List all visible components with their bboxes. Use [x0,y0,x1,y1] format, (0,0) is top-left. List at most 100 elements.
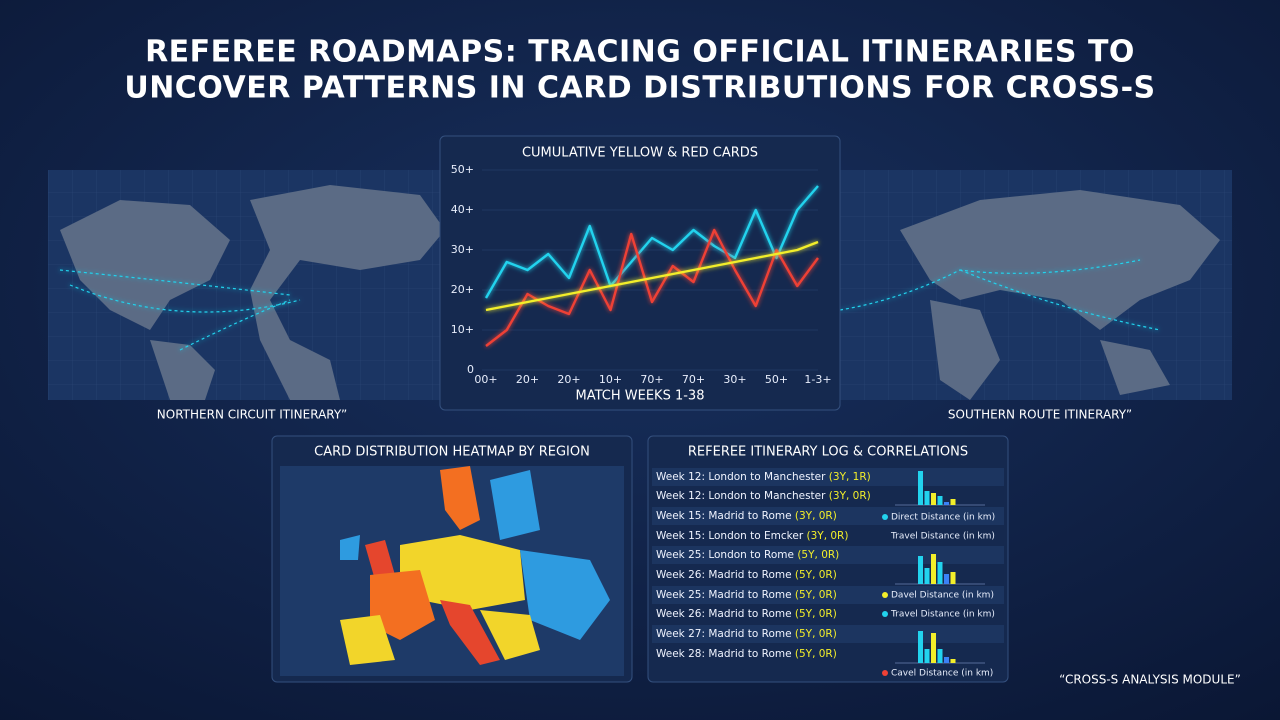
landmass [900,190,1220,330]
mini-bar [924,649,930,663]
series-line [484,185,819,299]
mini-bar [944,574,949,584]
mini-bar [950,572,956,584]
route: Week 26: Madrid to Rome [656,569,795,581]
row-band [652,625,1004,643]
series-line [485,228,819,347]
region [520,550,610,640]
route: Week 26: Madrid to Rome [656,608,795,620]
map-label: NORTHERN CIRCUIT ITINERARY” [157,408,347,422]
series-line [485,240,819,312]
heatmap-title: CARD DISTRIBUTION HEATMAP BY REGION [314,445,590,460]
mini-bar [918,556,923,584]
region [400,535,525,610]
mini-bar [950,499,956,505]
cards: (5Y, 0R) [795,569,837,581]
landmass [60,200,230,330]
legend-dot [882,592,888,598]
route [59,269,301,351]
log-row: Week 12: London to Manchester (3Y, 0R) [656,490,871,502]
route: Week 15: Madrid to Rome [656,510,795,522]
region [440,600,500,665]
region [480,610,540,660]
route [839,259,1161,331]
log-row: Week 27: Madrid to Rome (5Y, 0R) [656,628,837,640]
mini-bar [924,491,930,505]
map-label: SOUTHERN ROUTE ITINERARY” [948,408,1132,422]
region [340,615,395,665]
mini-bar [950,659,956,663]
log-row: Week 12: London to Manchester (3Y, 1R) [656,471,871,483]
cards: (3Y, 0R) [807,530,849,542]
x-tick-label: 20+ [516,373,539,386]
left-map [48,170,448,400]
log-row: Week 25: London to Rome (5Y, 0R) [656,549,839,561]
cards: (5Y, 0R) [795,608,837,620]
line-chart: 0 10+ 20+ 30+ 40+ 50+ 00+ 20+ 20+ 10+ 70+ 70+ 30+ 50+… [451,163,832,386]
route: Week 25: London to Rome [656,549,797,561]
x-tick-label: 10+ [599,373,622,386]
landmass [150,340,215,400]
log-row: Week 25: Madrid to Rome (5Y, 0R) [656,589,837,601]
region [370,570,435,640]
log-body: Week 12: London to Manchester (3Y, 1R)We… [652,468,1004,679]
chart-title: CUMULATIVE YELLOW & RED CARDS [522,146,758,161]
legend-dot [882,514,888,520]
route: Week 25: Madrid to Rome [656,589,795,601]
row-band [652,546,1004,564]
mini-bar [918,471,923,505]
cards: (3Y, 0R) [829,490,871,502]
mini-bar [937,496,943,505]
legend-label: Travel Distance (in km) [890,610,995,620]
cards: (3Y, 0R) [795,510,837,522]
log-row: Week 15: London to Emcker (3Y, 0R) [656,530,848,542]
route: Week 28: Madrid to Rome [656,648,795,660]
chart-panel [439,135,841,411]
mini-bar [924,568,930,584]
log-title: REFEREE ITINERARY LOG & CORRELATIONS [688,445,968,460]
mini-bar [918,631,923,663]
x-tick-label: 70+ [640,373,663,386]
mini-bar [944,502,949,505]
right-map [832,170,1232,400]
cards: (5Y, 0R) [797,549,839,561]
region [490,470,540,540]
log-row: Week 15: Madrid to Rome (3Y, 0R) [656,510,837,522]
footer: “CROSS-S ANALYSIS MODULE” [1059,673,1241,687]
y-tick-label: 40+ [451,203,474,216]
log-row: Week 26: Madrid to Rome (5Y, 0R) [656,608,837,620]
route: Week 12: London to Manchester [656,471,829,483]
legend-dot [882,670,888,676]
legend-label: Davel Distance (in km) [891,591,994,601]
y-tick-label: 50+ [451,163,474,176]
cards: (5Y, 0R) [795,648,837,660]
legend-label: Travel Distance (in km) [890,532,995,542]
mini-bar [931,554,936,584]
x-tick-label: 70+ [682,373,705,386]
heatmap-map [280,466,624,676]
region [440,466,480,530]
route: Week 27: Madrid to Rome [656,628,795,640]
mini-bar [931,493,936,505]
log-row: Week 26: Madrid to Rome (5Y, 0R) [656,569,837,581]
mini-bar [937,562,943,584]
landmass [1100,340,1170,395]
route: Week 15: London to Emcker [656,530,807,542]
row-band [652,507,1004,525]
x-tick-label: 50+ [765,373,788,386]
x-tick-label: 20+ [557,373,580,386]
region [365,540,395,580]
y-tick-label: 0 [467,363,474,376]
x-tick-label: 00+ [474,373,497,386]
mini-bar [931,633,936,663]
x-tick-label: 30+ [723,373,746,386]
cards: (5Y, 0R) [795,589,837,601]
title-line: REFEREE ROADMAPS: TRACING OFFICIAL ITINE… [145,35,1135,70]
landmass [250,185,445,400]
mini-bar [944,657,949,663]
row-band [652,468,1004,486]
cards: (3Y, 1R) [829,471,871,483]
route: Week 12: London to Manchester [656,490,829,502]
landmass [930,300,1000,400]
